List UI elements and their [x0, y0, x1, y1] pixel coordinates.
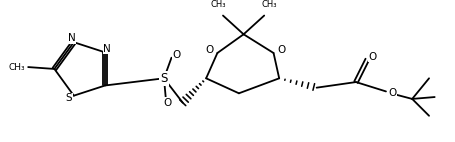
Text: CH₃: CH₃ [261, 0, 276, 9]
Text: O: O [163, 98, 172, 108]
Text: O: O [276, 45, 284, 55]
Text: N: N [68, 34, 76, 43]
Text: O: O [368, 52, 376, 62]
Text: O: O [172, 50, 180, 60]
Text: N: N [103, 44, 111, 54]
Text: S: S [66, 93, 72, 104]
Text: O: O [388, 88, 396, 98]
Text: O: O [205, 45, 213, 55]
Text: CH₃: CH₃ [210, 0, 226, 9]
Text: S: S [160, 72, 167, 85]
Text: CH₃: CH₃ [9, 63, 25, 72]
